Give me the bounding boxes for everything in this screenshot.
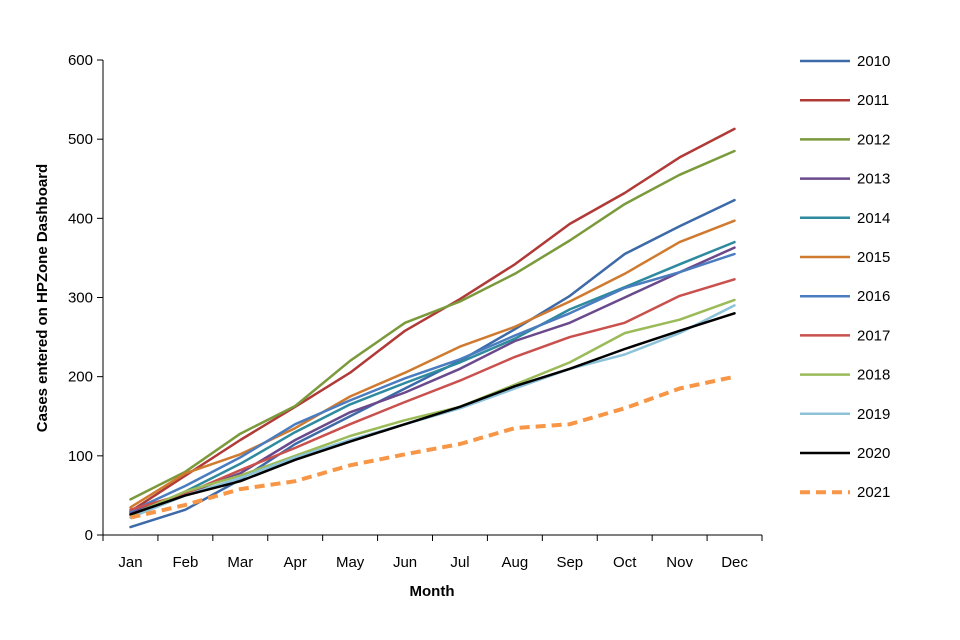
x-ticks: Jan Feb Mar Apr May Jun Jul Aug Sep Oct Nov Dec — [102, 535, 763, 571]
y-tick-label: 100 — [68, 448, 93, 465]
x-tick-label: Jun — [393, 554, 417, 571]
legend: 2010 2011 2012 2013 2014 2015 2016 2017 2018 2019… — [800, 53, 890, 501]
legend-label-2016: 2016 — [857, 288, 890, 305]
legend-label-2019: 2019 — [857, 406, 890, 423]
x-tick-label: Aug — [502, 554, 529, 571]
x-tick-label: Feb — [172, 554, 198, 571]
y-tick-label: 400 — [68, 210, 93, 227]
x-tick-label: Nov — [666, 554, 693, 571]
x-tick-label: Jul — [450, 554, 469, 571]
series-line-2012 — [129, 149, 736, 501]
x-tick-label: Jan — [118, 554, 142, 571]
x-tick-label: Apr — [284, 554, 307, 571]
series-line-2011 — [129, 127, 736, 513]
y-tick-label: 0 — [85, 527, 93, 544]
series-line-2014 — [129, 240, 736, 517]
x-tick-label: May — [336, 554, 365, 571]
x-tick-label: Oct — [613, 554, 637, 571]
y-tick-label: 200 — [68, 369, 93, 386]
series-line-2020 — [129, 312, 736, 516]
series-line-2013 — [129, 246, 736, 515]
y-tick-label: 600 — [68, 52, 93, 69]
series-line-2015 — [129, 219, 736, 509]
legend-label-2015: 2015 — [857, 249, 890, 266]
x-axis-title: Month — [410, 583, 455, 600]
y-axis-title: Cases entered on HPZone Dashboard — [34, 164, 51, 432]
y-tick-label: 500 — [68, 131, 93, 148]
legend-label-2010: 2010 — [857, 53, 890, 70]
legend-label-2018: 2018 — [857, 367, 890, 384]
x-tick-label: Mar — [227, 554, 253, 571]
legend-label-2021: 2021 — [857, 484, 890, 501]
legend-label-2020: 2020 — [857, 445, 890, 462]
series-line-2016 — [129, 252, 736, 513]
series-line-2018 — [129, 298, 736, 517]
series-lines — [129, 127, 736, 529]
series-line-2017 — [129, 278, 736, 511]
legend-label-2013: 2013 — [857, 171, 890, 188]
x-tick-label: Dec — [721, 554, 748, 571]
legend-label-2011: 2011 — [857, 92, 889, 109]
series-line-2021 — [130, 374, 735, 520]
y-ticks: 0 100 200 300 400 500 600 — [68, 52, 103, 544]
legend-label-2012: 2012 — [857, 131, 890, 148]
legend-label-2017: 2017 — [857, 327, 890, 344]
legend-label-2014: 2014 — [857, 210, 890, 227]
y-tick-label: 300 — [68, 290, 93, 307]
x-tick-label: Sep — [556, 554, 583, 571]
